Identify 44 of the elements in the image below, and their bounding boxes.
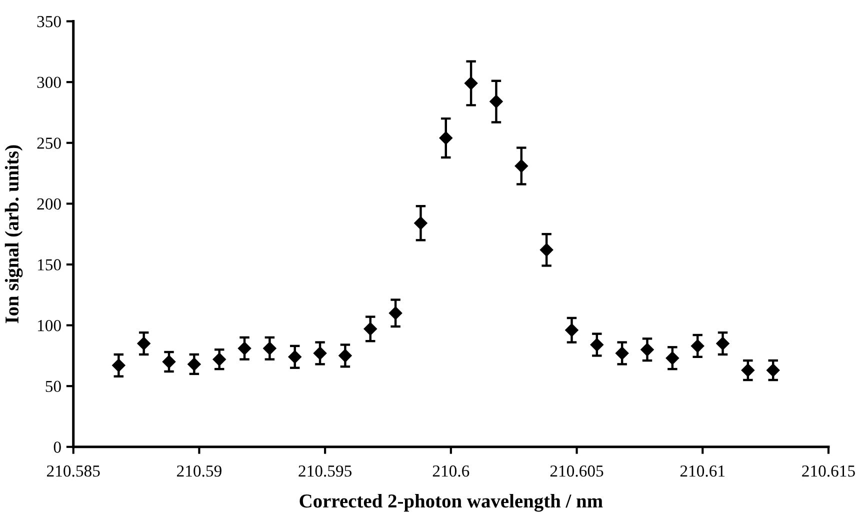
y-axis-title: Ion signal (arb. units) xyxy=(4,145,23,324)
point xyxy=(464,76,478,90)
point xyxy=(288,350,302,364)
y-tick-label: 50 xyxy=(46,380,61,392)
point xyxy=(590,338,604,352)
point xyxy=(640,343,654,356)
point xyxy=(741,364,755,377)
point xyxy=(188,358,201,371)
point xyxy=(615,346,629,360)
point xyxy=(388,306,402,320)
x-tick-label: 210.605 xyxy=(550,465,604,477)
y-tick-label: 250 xyxy=(37,138,61,149)
point xyxy=(439,131,452,145)
point xyxy=(238,342,252,355)
point xyxy=(212,352,226,366)
point xyxy=(565,324,578,337)
point xyxy=(716,336,730,350)
point xyxy=(414,216,428,230)
point xyxy=(364,322,377,336)
point xyxy=(766,364,780,377)
y-tick-label: 0 xyxy=(54,442,61,453)
y-tick-label: 350 xyxy=(37,16,61,28)
point xyxy=(263,342,276,355)
x-axis-title: Corrected 2-photon wavelength / nm xyxy=(300,494,603,512)
x-tick-label: 210.61 xyxy=(680,465,725,477)
point xyxy=(313,346,327,360)
y-tick-label: 300 xyxy=(37,76,61,88)
point xyxy=(540,243,554,256)
point xyxy=(691,339,704,353)
x-tick-label: 210.585 xyxy=(47,465,100,477)
point xyxy=(514,159,528,173)
x-tick-label: 210.615 xyxy=(802,465,855,477)
point xyxy=(162,355,176,368)
y-tick-label: 200 xyxy=(37,198,61,210)
x-tick-label: 210.595 xyxy=(298,465,352,477)
point xyxy=(112,358,126,372)
point xyxy=(338,349,352,362)
y-tick-label: 150 xyxy=(38,259,61,270)
point xyxy=(137,336,150,350)
x-tick-label: 210.59 xyxy=(177,465,222,477)
y-tick-label: 100 xyxy=(38,320,61,332)
point xyxy=(490,94,503,108)
x-tick-label: 210.6 xyxy=(432,465,470,477)
point xyxy=(666,352,680,365)
